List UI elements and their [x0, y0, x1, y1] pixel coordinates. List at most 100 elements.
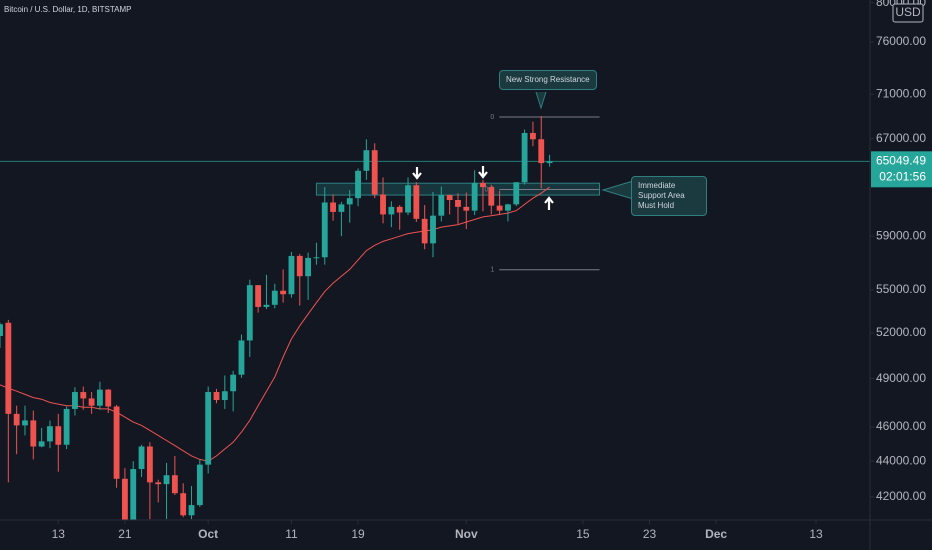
- candle-body: [280, 290, 287, 295]
- candle-body: [97, 389, 103, 406]
- candle-body: [255, 285, 262, 307]
- countdown-label: 02:01:56: [879, 170, 926, 184]
- candle-body: [471, 182, 478, 211]
- candle-body: [305, 257, 312, 277]
- fib-level-label: 1: [490, 267, 494, 274]
- down-arrow: [478, 166, 488, 179]
- candle-body: [371, 150, 378, 195]
- candle-body: [180, 493, 187, 516]
- candle-body: [196, 464, 203, 506]
- candle-body: [405, 185, 411, 213]
- candle-body: [521, 132, 528, 183]
- candle-body: [355, 170, 361, 199]
- candle-body: [530, 132, 536, 140]
- candle-body: [155, 482, 162, 485]
- candle-body: [113, 406, 120, 479]
- candle-body: [171, 475, 178, 494]
- x-tick-label: 19: [351, 527, 365, 541]
- candle-body: [338, 204, 345, 212]
- candle-body: [330, 202, 336, 212]
- candle-body: [230, 374, 237, 392]
- x-tick-label: Dec: [705, 527, 727, 541]
- y-tick-label: 71000.00: [876, 86, 926, 100]
- candle-body: [346, 198, 353, 205]
- candle-body: [288, 255, 295, 295]
- currency: USD: [895, 5, 921, 19]
- candle-body: [130, 469, 137, 520]
- down-arrow: [412, 167, 422, 180]
- candle-body: [455, 200, 461, 207]
- candle-body: [5, 322, 12, 414]
- y-tick-label: 55000.00: [876, 282, 926, 296]
- candle-body: [163, 475, 170, 485]
- candle-body: [488, 187, 495, 206]
- candle-body: [121, 478, 128, 520]
- candle-body: [88, 398, 95, 406]
- x-tick-label: 13: [52, 527, 66, 541]
- y-tick-label: 67000.00: [876, 131, 926, 145]
- up-arrow: [544, 196, 554, 210]
- x-tick-label: 23: [643, 527, 657, 541]
- plot-area: 00.51: [0, 114, 870, 520]
- callout-pointer: [535, 91, 547, 110]
- candle-body: [47, 426, 53, 442]
- candle-body: [246, 285, 253, 341]
- candle-body: [138, 446, 145, 470]
- y-tick-label: 76000.00: [876, 34, 926, 48]
- candle-body: [380, 194, 386, 215]
- candle-body: [72, 392, 78, 409]
- candle-body: [430, 215, 436, 244]
- candle-body: [105, 389, 112, 407]
- x-tick-label: 13: [809, 527, 823, 541]
- candle-body: [463, 206, 470, 211]
- candle-body: [546, 161, 553, 164]
- x-tick-label: 15: [576, 527, 590, 541]
- x-tick-label: 11: [285, 527, 298, 541]
- candle-body: [446, 195, 453, 201]
- candle-body: [63, 408, 70, 445]
- currency-box: [892, 3, 924, 23]
- candle-body: [321, 202, 328, 258]
- candle-body: [413, 185, 420, 219]
- candle-body: [363, 150, 370, 171]
- candle-body: [513, 182, 520, 205]
- fib-level-label: 0: [490, 114, 494, 121]
- candle-body: [505, 204, 511, 211]
- candle-body: [205, 392, 212, 465]
- candle-body: [480, 182, 486, 188]
- candle-body: [221, 391, 228, 401]
- candle-body: [388, 206, 395, 215]
- candle-body: [38, 441, 45, 447]
- moving-average: [0, 186, 550, 462]
- callout-pointer: [601, 180, 634, 200]
- candle-body: [188, 505, 195, 516]
- candle-body: [80, 392, 87, 399]
- chart-title: Bitcoin / U.S. Dollar, 1D, BITSTAMP: [4, 5, 132, 14]
- candle-body: [13, 413, 20, 426]
- y-tick-label: 59000.00: [876, 228, 926, 242]
- axes: 42000.00 44000.00 46000.00 49000.00 52000.00…: [52, 0, 927, 541]
- y-tick-label: 46000.00: [876, 419, 926, 433]
- x-tick-label: Nov: [455, 527, 478, 541]
- candle-body: [30, 420, 37, 447]
- candle-body: [271, 290, 278, 305]
- annotation: Immediate Support Area Must Hold: [631, 176, 707, 216]
- candle-body: [396, 206, 403, 213]
- candle-body: [538, 139, 545, 164]
- candle-body: [313, 257, 320, 259]
- y-tick-label: 44000.00: [876, 453, 926, 467]
- candle-body: [263, 304, 270, 307]
- last-price-label: 65049.49: [876, 154, 926, 168]
- candle-body: [438, 195, 445, 216]
- x-tick-label: 21: [118, 527, 132, 541]
- candle-body: [146, 446, 153, 483]
- candle-body: [496, 205, 503, 211]
- candle-body: [296, 255, 303, 277]
- candle-body: [55, 426, 62, 445]
- last-price-tag: [871, 151, 932, 188]
- candle-body: [238, 340, 245, 375]
- y-tick-label: 49000.00: [876, 371, 926, 385]
- annotation: New Strong Resistance: [499, 70, 597, 90]
